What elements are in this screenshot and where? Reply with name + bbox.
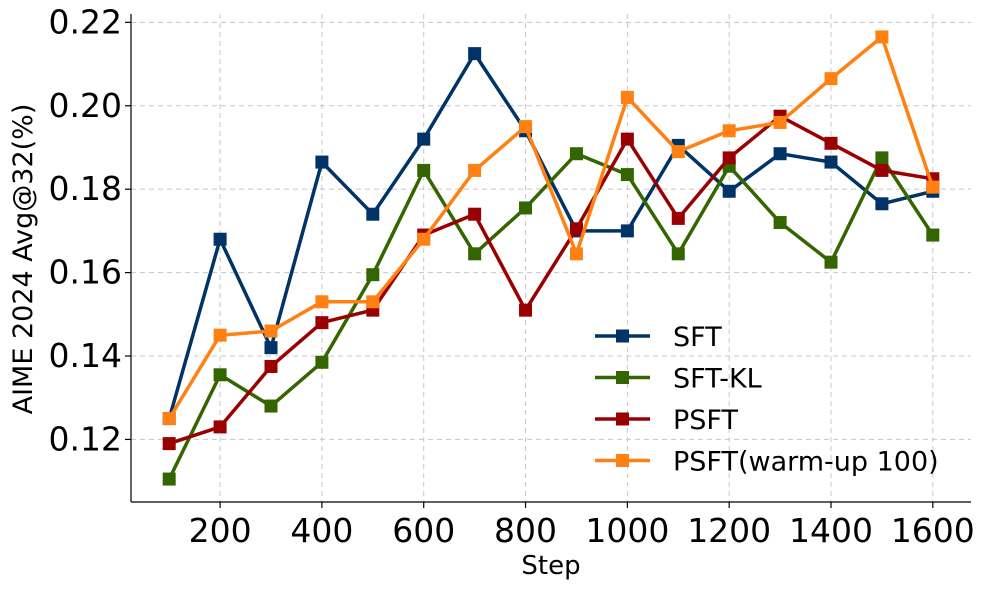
series-psft-warm-up-100 xyxy=(162,30,940,426)
data-point xyxy=(264,341,278,355)
series-layer xyxy=(162,30,940,486)
series-line xyxy=(168,114,934,446)
data-point xyxy=(875,30,889,44)
data-point xyxy=(671,247,685,261)
data-point xyxy=(315,355,329,369)
legend-label: PSFT(warm-up 100) xyxy=(673,447,939,478)
y-tick-label: 0.16 xyxy=(49,253,122,292)
data-point xyxy=(264,359,278,373)
data-point xyxy=(417,232,431,246)
data-point xyxy=(213,328,227,342)
legend-swatch-marker xyxy=(616,454,629,467)
data-point xyxy=(264,324,278,338)
data-point xyxy=(722,184,736,198)
data-point xyxy=(773,216,787,230)
x-tick-label: 1400 xyxy=(789,511,873,550)
data-point xyxy=(366,207,380,221)
series-line xyxy=(167,35,935,420)
legend: SFT SFT-KL PSFT PSFT(warm-up 100) xyxy=(595,322,939,478)
series-line xyxy=(167,151,935,480)
data-point xyxy=(213,232,227,246)
data-point xyxy=(824,255,838,269)
y-tick-label: 0.12 xyxy=(49,419,122,458)
series-line xyxy=(167,51,934,420)
x-tick-label: 600 xyxy=(392,511,455,550)
y-tick-label: 0.14 xyxy=(49,336,122,375)
data-point xyxy=(468,207,482,221)
legend-label: SFT xyxy=(673,322,722,353)
x-axis-label: Step xyxy=(521,551,580,581)
axes xyxy=(130,14,971,503)
legend-label: SFT-KL xyxy=(673,364,762,395)
data-point xyxy=(722,151,736,165)
data-point xyxy=(620,90,634,104)
series-sft-kl xyxy=(162,147,940,486)
data-point xyxy=(671,145,685,159)
legend-swatch-marker xyxy=(616,329,629,343)
data-point xyxy=(468,163,482,177)
data-point xyxy=(162,412,176,426)
data-point xyxy=(519,303,533,317)
data-point xyxy=(926,180,940,194)
data-point xyxy=(162,472,176,486)
data-point xyxy=(773,147,787,161)
data-point xyxy=(926,228,940,242)
data-point xyxy=(468,47,482,61)
y-tick-label: 0.22 xyxy=(49,2,122,41)
legend-swatch-marker xyxy=(616,371,629,384)
data-point xyxy=(620,168,634,182)
data-point xyxy=(264,399,278,413)
data-point xyxy=(620,132,634,146)
data-point xyxy=(569,222,583,236)
data-point xyxy=(315,316,329,330)
data-point xyxy=(366,295,380,309)
data-point xyxy=(773,115,787,129)
data-point xyxy=(213,420,227,434)
data-point xyxy=(875,163,889,177)
x-tick-label: 400 xyxy=(290,511,353,550)
grid xyxy=(131,14,971,502)
legend-item: PSFT xyxy=(595,405,738,436)
data-point xyxy=(722,124,736,138)
x-tick-label: 1600 xyxy=(891,511,975,550)
data-point xyxy=(620,224,634,238)
legend-swatch-marker xyxy=(616,412,629,426)
y-axis-label: AIME 2024 Avg@32(%) xyxy=(8,104,39,415)
data-point xyxy=(213,368,227,382)
data-point xyxy=(875,197,889,211)
data-point xyxy=(315,155,329,169)
legend-item: PSFT(warm-up 100) xyxy=(595,447,939,478)
data-point xyxy=(824,72,838,86)
x-ticks: 200 400 600 800 1000 1200 1400 1600 xyxy=(189,502,975,550)
data-point xyxy=(417,132,431,146)
x-tick-label: 200 xyxy=(189,511,252,550)
data-point xyxy=(569,247,583,261)
data-point xyxy=(162,437,176,451)
y-ticks: 0.12 0.14 0.16 0.18 0.20 0.22 xyxy=(49,2,131,458)
data-point xyxy=(468,247,482,261)
data-point xyxy=(569,147,583,161)
data-point xyxy=(671,211,685,225)
data-point xyxy=(824,155,838,169)
series-sft xyxy=(162,47,940,426)
x-tick-label: 1000 xyxy=(585,511,669,550)
data-point xyxy=(366,268,380,282)
x-tick-label: 800 xyxy=(494,511,557,550)
data-point xyxy=(519,201,533,215)
data-point xyxy=(519,120,533,134)
data-point xyxy=(315,295,329,309)
data-point xyxy=(417,163,431,177)
data-point xyxy=(875,151,889,165)
y-tick-label: 0.20 xyxy=(49,86,122,125)
x-tick-label: 1200 xyxy=(687,511,771,550)
legend-item: SFT xyxy=(595,322,722,353)
y-tick-label: 0.18 xyxy=(49,169,122,208)
legend-item: SFT-KL xyxy=(595,364,762,395)
data-point xyxy=(824,136,838,150)
legend-label: PSFT xyxy=(673,405,738,436)
